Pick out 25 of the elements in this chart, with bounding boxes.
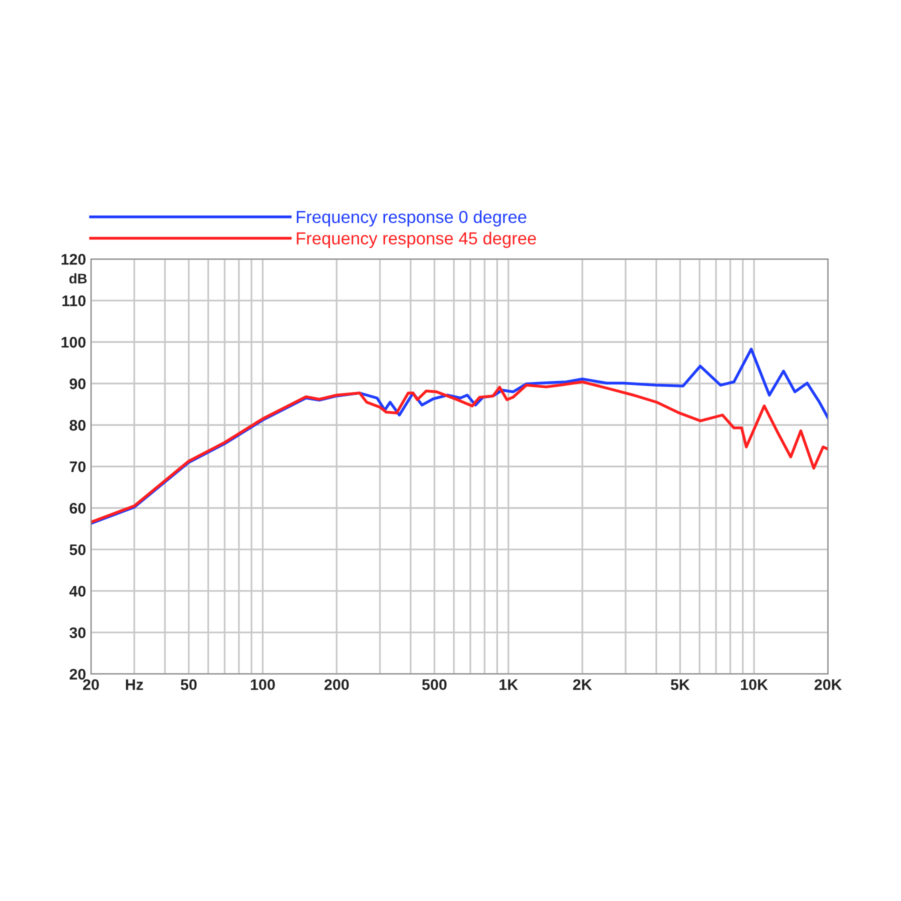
- x-tick-label: 500: [422, 679, 447, 690]
- y-tick-label: 120: [62, 254, 86, 265]
- y-tick-label: 40: [69, 586, 86, 597]
- x-tick-label: Hz: [126, 679, 144, 690]
- y-tick-label: 70: [70, 461, 86, 472]
- x-tick-label: 20: [83, 679, 99, 690]
- y-tick-label: 90: [70, 378, 86, 390]
- x-tick-label: 50: [180, 679, 197, 690]
- x-tick-label: 1K: [500, 679, 518, 690]
- x-tick-label: 100: [250, 679, 275, 690]
- text: Frequency response 0 degree: [296, 210, 526, 227]
- y-axis-title: dB: [69, 273, 87, 284]
- x-tick-label: 5K: [670, 679, 690, 690]
- y-tick-label: 20: [70, 668, 86, 680]
- y-tick-label: 30: [70, 627, 86, 638]
- y-tick-label: 80: [70, 420, 86, 431]
- y-tick-label: 100: [62, 336, 86, 348]
- x-tick-label: 10K: [741, 679, 768, 690]
- y-tick-label: 110: [62, 295, 86, 306]
- x-tick-label: 20K: [814, 679, 842, 690]
- y-tick-label: 50: [70, 544, 86, 556]
- text: Frequency response 45 degree: [296, 232, 536, 248]
- x-tick-label: 200: [324, 679, 349, 690]
- y-tick-label: 60: [70, 502, 86, 514]
- x-tick-label: 2K: [573, 679, 592, 690]
